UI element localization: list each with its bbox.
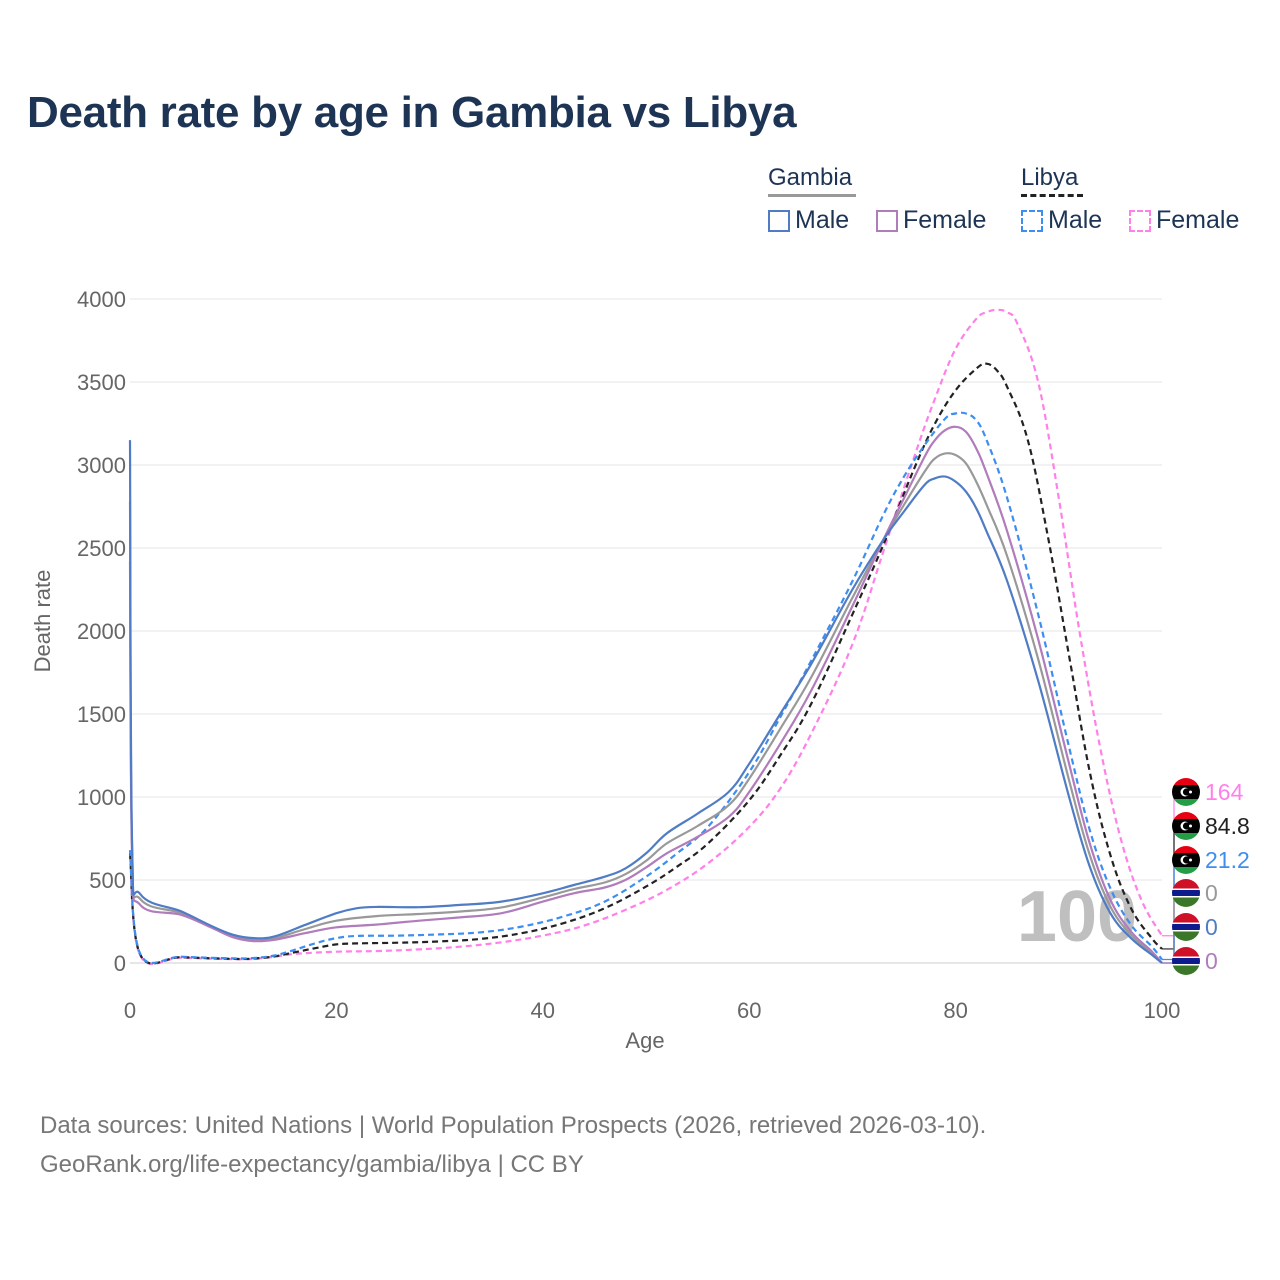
y-tick-label: 500 <box>89 868 126 893</box>
x-tick-label: 20 <box>324 998 348 1023</box>
legend-gambia-male-swatch <box>768 209 790 232</box>
legend-gambia-male[interactable]: Male <box>768 206 849 235</box>
legend-libya-male[interactable]: Male <box>1021 206 1102 235</box>
x-tick-label: 80 <box>943 998 967 1023</box>
end-label-gambia-male: 0 <box>1205 914 1218 940</box>
y-tick-label: 0 <box>114 951 126 976</box>
end-label-gambia-female: 0 <box>1205 948 1218 974</box>
legend-group-libya-label: Libya <box>1021 164 1079 191</box>
y-tick-label: 2500 <box>77 536 126 561</box>
gambia-flag-icon <box>1172 879 1200 907</box>
legend-libya-female[interactable]: Female <box>1129 206 1239 235</box>
grid <box>130 298 1162 964</box>
legend-gambia-male-label: Male <box>795 206 850 234</box>
series-line-libya-total[interactable] <box>128 362 1163 965</box>
legend-libya-male-label: Male <box>1048 206 1103 234</box>
y-axis-label: Death rate <box>30 570 55 673</box>
x-tick-label: 60 <box>737 998 761 1023</box>
series-line-libya-male[interactable] <box>128 411 1163 965</box>
chart-title: Death rate by age in Gambia vs Libya <box>27 88 797 137</box>
end-label-connector <box>1162 859 1180 961</box>
end-label-libya-total: 84.8 <box>1205 813 1250 839</box>
footer: Data sources: United Nations | World Pop… <box>40 1106 986 1184</box>
gambia-flag-icon <box>1172 947 1200 975</box>
end-label-libya-male: 21.2 <box>1205 847 1250 873</box>
x-tick-label: 0 <box>124 998 136 1023</box>
y-tick-label: 2000 <box>77 619 126 644</box>
y-tick-label: 4000 <box>77 287 126 312</box>
x-axis-label: Age <box>625 1028 664 1053</box>
series-line-gambia-male[interactable] <box>128 440 1163 964</box>
y-tick-label: 1500 <box>77 702 126 727</box>
legend-gambia-female[interactable]: Female <box>876 206 986 235</box>
legend-libya-female-swatch <box>1129 209 1151 232</box>
legend-gambia-female-swatch <box>876 209 898 232</box>
libya-flag-icon <box>1172 846 1200 874</box>
legend-group-gambia-label: Gambia <box>768 164 853 191</box>
libya-flag-icon <box>1172 778 1200 806</box>
series-line-libya-female[interactable] <box>128 308 1163 966</box>
y-tick-label: 1000 <box>77 785 126 810</box>
legend-gambia-female-label: Female <box>903 206 987 234</box>
legend-group-libya-underline <box>1021 194 1083 197</box>
x-tick-label: 40 <box>531 998 555 1023</box>
legend-group-gambia-underline <box>768 194 856 197</box>
legend-group-libya[interactable]: Libya <box>1021 164 1083 197</box>
series-lines <box>128 308 1163 966</box>
y-tick-label: 3500 <box>77 370 126 395</box>
end-label-gambia-total: 0 <box>1205 880 1218 906</box>
y-axis-ticks: 0 500 1000 1500 2000 2500 3000 3500 4000 <box>77 287 126 976</box>
x-tick-label: 100 <box>1144 998 1181 1023</box>
footer-sources: Data sources: United Nations | World Pop… <box>40 1112 987 1139</box>
legend-libya-female-label: Female <box>1156 206 1240 234</box>
footer-credit[interactable]: GeoRank.org/life-expectancy/gambia/libya… <box>40 1151 584 1178</box>
libya-flag-icon <box>1172 812 1200 840</box>
end-label-libya-female: 164 <box>1205 779 1244 805</box>
series-line-gambia-total[interactable] <box>128 452 1163 964</box>
legend-group-gambia[interactable]: Gambia <box>768 164 856 197</box>
series-line-gambia-female[interactable] <box>128 425 1163 964</box>
gambia-flag-icon <box>1172 913 1200 941</box>
legend-libya-male-swatch <box>1021 209 1043 232</box>
x-axis-ticks: 0 20 40 60 80 100 <box>124 998 1180 1023</box>
end-labels: 164 84.8 21.2 0 0 0 <box>1162 778 1250 975</box>
y-tick-label: 3000 <box>77 453 126 478</box>
